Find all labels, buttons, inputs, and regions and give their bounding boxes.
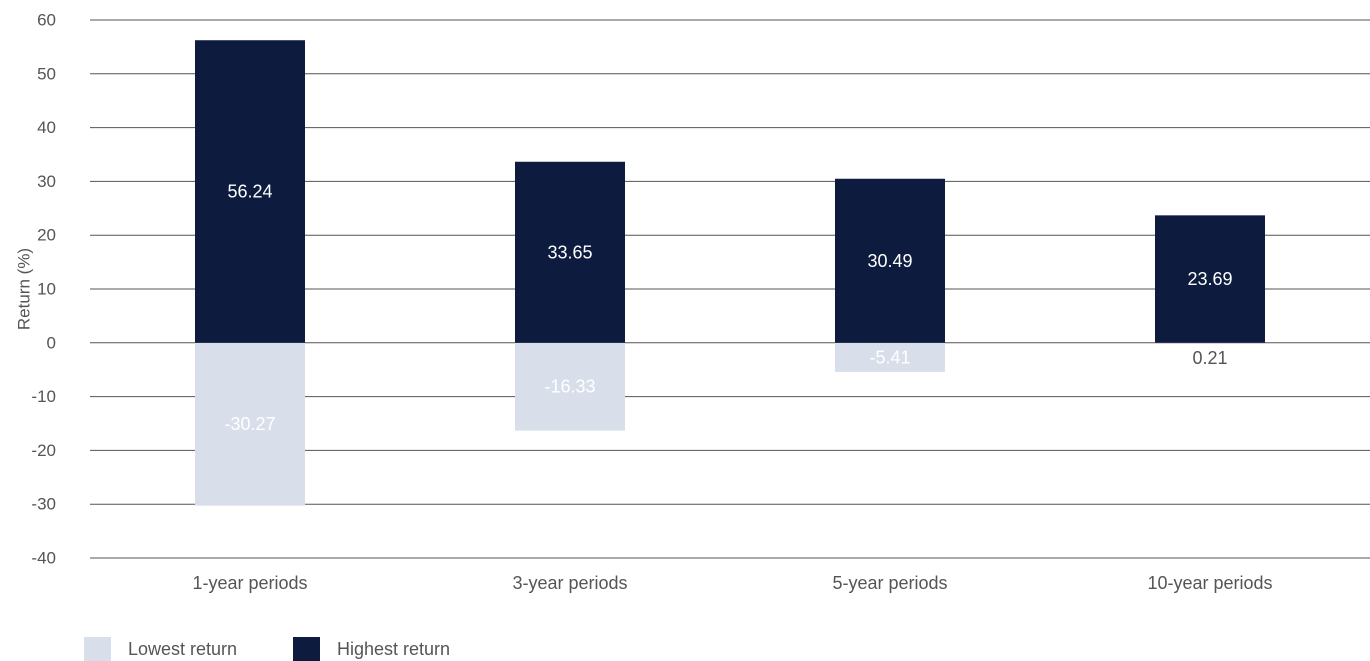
data-labels: -30.27 56.24 -16.33 33.65 -5.41 30.49 0.21 23.6… (224, 182, 1232, 435)
data-label-lowest-return: -30.27 (224, 414, 275, 434)
x-category-label: 5-year periods (832, 573, 947, 593)
legend-swatch-lowest-return (84, 637, 111, 661)
legend: Lowest return Highest return (84, 637, 450, 661)
bar-highest-return (1155, 215, 1265, 343)
y-tick-label: 60 (37, 11, 56, 30)
data-label-lowest-return: -16.33 (544, 377, 595, 397)
y-tick-label: -30 (31, 495, 56, 514)
data-label-lowest-return: -5.41 (869, 347, 910, 367)
x-category-label: 10-year periods (1147, 573, 1272, 593)
y-tick-label: 40 (37, 118, 56, 137)
bar-highest-return (195, 40, 305, 343)
y-tick-label: -20 (31, 441, 56, 460)
data-label-highest-return: 56.24 (227, 182, 272, 202)
y-tick-label: -40 (31, 549, 56, 568)
y-tick-label: -10 (31, 387, 56, 406)
y-axis-title: Return (%) (15, 248, 34, 330)
y-tick-label: 50 (37, 64, 56, 83)
bar-highest-return (835, 178, 945, 343)
y-tick-label: 30 (37, 172, 56, 191)
bars (195, 40, 1265, 506)
x-category-label: 3-year periods (512, 573, 627, 593)
x-category-label: 1-year periods (192, 573, 307, 593)
y-axis-ticks: 60 50 40 30 20 10 0 -10 -20 -30 -40 (31, 11, 56, 568)
legend-label-lowest-return: Lowest return (128, 639, 237, 659)
bar-lowest-return (515, 342, 625, 431)
x-axis-categories: 1-year periods 3-year periods 5-year perio… (192, 573, 1272, 593)
legend-swatch-highest-return (293, 637, 320, 661)
bar-lowest-return (835, 342, 945, 372)
bar-lowest-return (195, 342, 305, 506)
y-tick-label: 0 (47, 333, 56, 352)
y-tick-label: 10 (37, 280, 56, 299)
data-label-lowest-return: 0.21 (1192, 348, 1227, 368)
y-tick-label: 20 (37, 226, 56, 245)
data-label-highest-return: 33.65 (547, 242, 592, 262)
bar-highest-return (515, 161, 625, 343)
data-label-highest-return: 30.49 (867, 251, 912, 271)
legend-label-highest-return: Highest return (337, 639, 450, 659)
data-label-highest-return: 23.69 (1187, 269, 1232, 289)
